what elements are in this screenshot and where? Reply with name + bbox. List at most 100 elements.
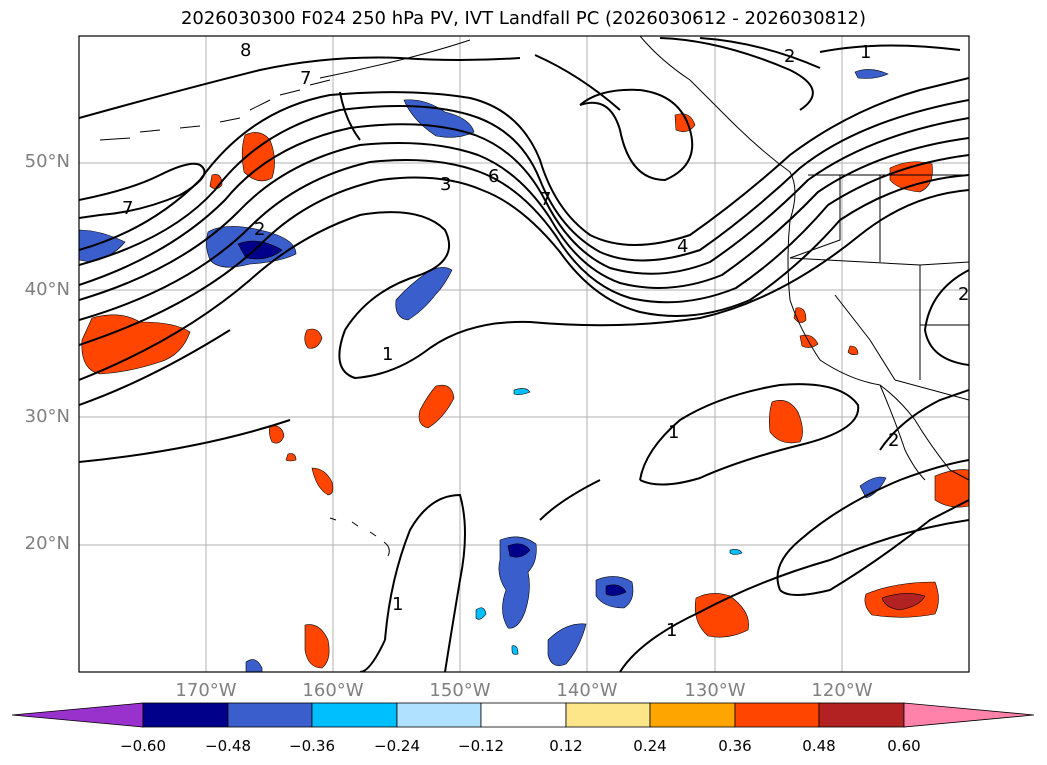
anomaly-blob	[311, 467, 334, 496]
contour-label: 4	[677, 236, 688, 257]
contour-line	[776, 459, 969, 591]
contour-line	[699, 37, 821, 69]
contour-line	[79, 189, 969, 381]
hawaii-islands	[329, 517, 390, 557]
anomaly-blob	[854, 69, 889, 79]
colorbar-extend-high	[903, 702, 1035, 728]
anomaly-blob	[859, 476, 887, 499]
alaska-coast	[319, 39, 471, 79]
anomaly-blob	[934, 469, 969, 508]
colorbar-tick-label: 0.60	[887, 737, 921, 755]
contour-line	[79, 419, 291, 463]
contour-label: 1	[392, 594, 403, 615]
contour-line	[619, 519, 969, 672]
anomaly-blob	[847, 345, 859, 355]
contour-line	[923, 269, 969, 366]
contour-line	[534, 54, 621, 111]
contour-line	[79, 154, 969, 321]
gridlines	[79, 36, 969, 672]
colorbar-tick-label: 0.48	[802, 737, 836, 755]
contour-line	[79, 56, 521, 119]
contour-label: 2	[254, 219, 265, 240]
contour-line	[779, 499, 969, 596]
baja-coast	[879, 384, 926, 481]
anomaly-blob	[547, 623, 587, 666]
contour-label: 3	[440, 174, 451, 195]
anomaly-blob	[729, 549, 743, 555]
anomaly-blob	[304, 328, 323, 349]
colorbar-tick-label: −0.36	[289, 737, 335, 755]
contour-label: 2	[888, 430, 899, 451]
anomaly-blob	[395, 267, 453, 321]
contour-lines	[79, 37, 969, 672]
colorbar-swatch	[480, 702, 567, 728]
anomaly-blob	[245, 659, 263, 672]
contour-line	[79, 77, 969, 251]
contour-line	[384, 493, 466, 672]
anomaly-blob	[209, 174, 223, 190]
north-america-coast	[639, 36, 969, 481]
anomaly-blob	[694, 593, 749, 638]
contour-label: 2	[958, 284, 969, 305]
anomaly-blob	[513, 388, 531, 395]
anomaly-core	[507, 543, 531, 558]
colorbar-swatch	[227, 702, 313, 728]
anomaly-blob	[418, 384, 455, 429]
contour-label: 6	[488, 166, 499, 187]
anomaly-blob	[475, 607, 487, 620]
lon-label: 130°W	[684, 680, 746, 701]
lon-label: 160°W	[302, 680, 364, 701]
lon-label: 170°W	[175, 680, 237, 701]
colorbar-swatch	[396, 702, 482, 728]
anomaly-blob	[304, 624, 330, 669]
contour-line	[339, 91, 361, 141]
lat-label: 40°N	[24, 279, 70, 300]
anomaly-blob	[511, 645, 519, 655]
coastlines	[99, 36, 969, 557]
aleutian-islands	[99, 79, 331, 141]
contour-line	[79, 137, 969, 301]
contour-line	[659, 37, 814, 111]
anomaly-blob	[285, 453, 297, 462]
lon-label: 140°W	[556, 680, 618, 701]
contour-line	[79, 99, 969, 266]
contour-line	[639, 383, 860, 486]
state-border	[789, 175, 969, 266]
contour-line	[879, 389, 969, 451]
colorbar-swatch	[734, 702, 820, 728]
state-border	[834, 294, 896, 381]
colorbar-tick-label: 0.12	[549, 737, 583, 755]
lon-label: 120°W	[811, 680, 873, 701]
state-border	[894, 379, 969, 401]
colorbar-swatch	[649, 702, 736, 728]
contour-line	[79, 329, 231, 406]
colorbar-swatch	[565, 702, 651, 728]
contour-line	[579, 88, 694, 182]
lat-label: 50°N	[24, 151, 70, 172]
colorbar	[11, 702, 1035, 728]
anomaly-blob	[769, 400, 803, 444]
contour-line	[79, 162, 206, 219]
colorbar-swatch	[142, 702, 229, 728]
contour-label-group: 8 7 7 2 3 6 7 4 2 1 1 1 1 1 2 2	[122, 40, 969, 641]
contour-label: 1	[382, 344, 393, 365]
contour-label: 1	[668, 422, 679, 443]
anomaly-blob	[498, 536, 537, 629]
colorbar-tick-label: −0.12	[458, 737, 504, 755]
colorbar-tick-label: −0.24	[374, 737, 420, 755]
contour-label: 1	[666, 620, 677, 641]
lon-label: 150°W	[429, 680, 491, 701]
colorbar-tick-label: 0.36	[718, 737, 752, 755]
anomaly-core	[605, 584, 627, 596]
map-frame	[78, 35, 970, 673]
anomaly-blob	[403, 99, 475, 138]
contour-line	[819, 44, 961, 53]
anomaly-blob	[269, 425, 285, 444]
contour-label: 7	[300, 68, 311, 89]
contour-label: 1	[860, 42, 871, 63]
lat-label: 30°N	[24, 406, 70, 427]
lat-label: 20°N	[24, 533, 70, 554]
contour-label: 8	[240, 40, 251, 61]
contour-line	[539, 479, 601, 521]
